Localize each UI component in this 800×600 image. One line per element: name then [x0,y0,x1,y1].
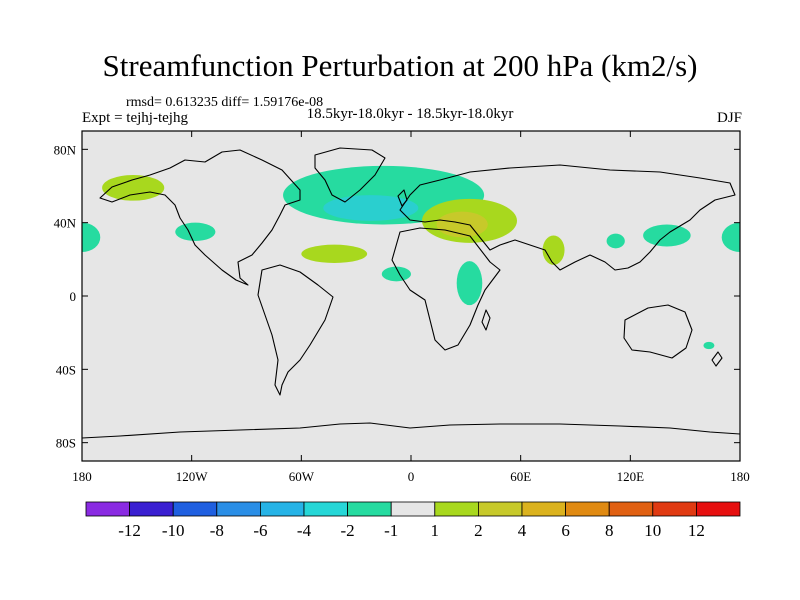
colorbar-swatch [521,501,566,517]
colorbar-swatch [608,501,654,517]
x-tick-label: 180 [72,469,92,484]
region-north-pacific [102,175,165,201]
x-tick-label: 180 [730,469,750,484]
region-north-atlantic-core [323,195,419,221]
colorbar-swatch [259,501,305,517]
x-axis: 180 120W 60W 0 60E 120E 180 [72,131,750,484]
y-tick-label: 80S [56,436,76,451]
region-southern-usa [175,222,216,241]
colorbar-swatch [652,501,697,517]
colorbar-label: -4 [297,521,312,540]
experiment-label: Expt = tejhj-tejhg [82,110,188,126]
x-tick-label: 120E [617,469,645,484]
y-tick-label: 0 [70,289,77,304]
colorbar: -12 -10 -8 -6 -4 -2 -1 1 2 4 6 8 10 12 [85,501,741,540]
coast-new-zealand [711,351,723,367]
region-india [542,235,565,265]
colorbar-label: 4 [518,521,527,540]
colorbar-label: -2 [341,521,355,540]
chart-title: Streamfunction Perturbation at 200 hPa (… [102,48,698,83]
season-label: DJF [716,110,742,126]
coast-madagascar [481,309,491,331]
region-east-africa [456,261,483,306]
region-china [606,233,625,249]
colorbar-swatch [216,501,261,517]
colorbar-label: -10 [162,521,185,540]
colorbar-label: 10 [644,521,661,540]
colorbar-swatch [172,501,218,517]
y-tick-label: 40S [56,362,76,377]
colorbar-label: 1 [431,521,440,540]
coast-australia [623,304,693,359]
x-tick-label: 0 [408,469,415,484]
colorbar-label: -1 [384,521,398,540]
region-subtropical-atlantic [301,244,368,263]
coastlines [82,147,740,439]
x-tick-label: 120W [176,469,209,484]
colorbar-swatch [85,501,130,517]
region-mediterranean-core [436,211,488,238]
colorbar-swatch [129,501,174,517]
colorbar-swatch [434,501,479,517]
colorbar-label: 6 [561,521,570,540]
coast-greenland [314,147,386,203]
coast-uk [397,189,408,207]
region-west-pacific-east [721,222,740,252]
x-tick-label: 60W [289,469,315,484]
stats-subtitle: rmsd= 0.613235 diff= 1.59176e-08 [126,95,324,110]
colorbar-swatch [565,501,610,517]
colorbar-swatch [696,501,741,517]
coast-africa [391,227,501,351]
colorbar-swatch [477,501,523,517]
region-west-africa [381,266,411,282]
y-axis: 80N 40N 0 40S 80S [54,142,740,451]
coast-south-america [257,264,334,396]
y-tick-label: 40N [54,216,77,231]
region-japan [643,224,691,247]
region-east-pacific [82,222,101,252]
colorbar-swatch [347,501,392,517]
y-tick-label: 80N [54,142,77,157]
colorbar-swatch [303,501,348,517]
colorbar-label: 2 [474,521,483,540]
coast-eurasia [399,164,736,271]
colorbar-label: 8 [605,521,614,540]
colorbar-label: -8 [210,521,224,540]
x-tick-label: 60E [510,469,531,484]
colorbar-label: 12 [688,521,705,540]
region-south-pacific [703,341,715,350]
coast-antarctica [82,422,740,439]
coast-north-america [99,149,301,286]
period-label: 18.5kyr-18.0kyr - 18.5kyr-18.0kyr [306,106,514,122]
colorbar-label: -12 [118,521,141,540]
colorbar-swatch [390,501,436,517]
colorbar-label: -6 [253,521,267,540]
